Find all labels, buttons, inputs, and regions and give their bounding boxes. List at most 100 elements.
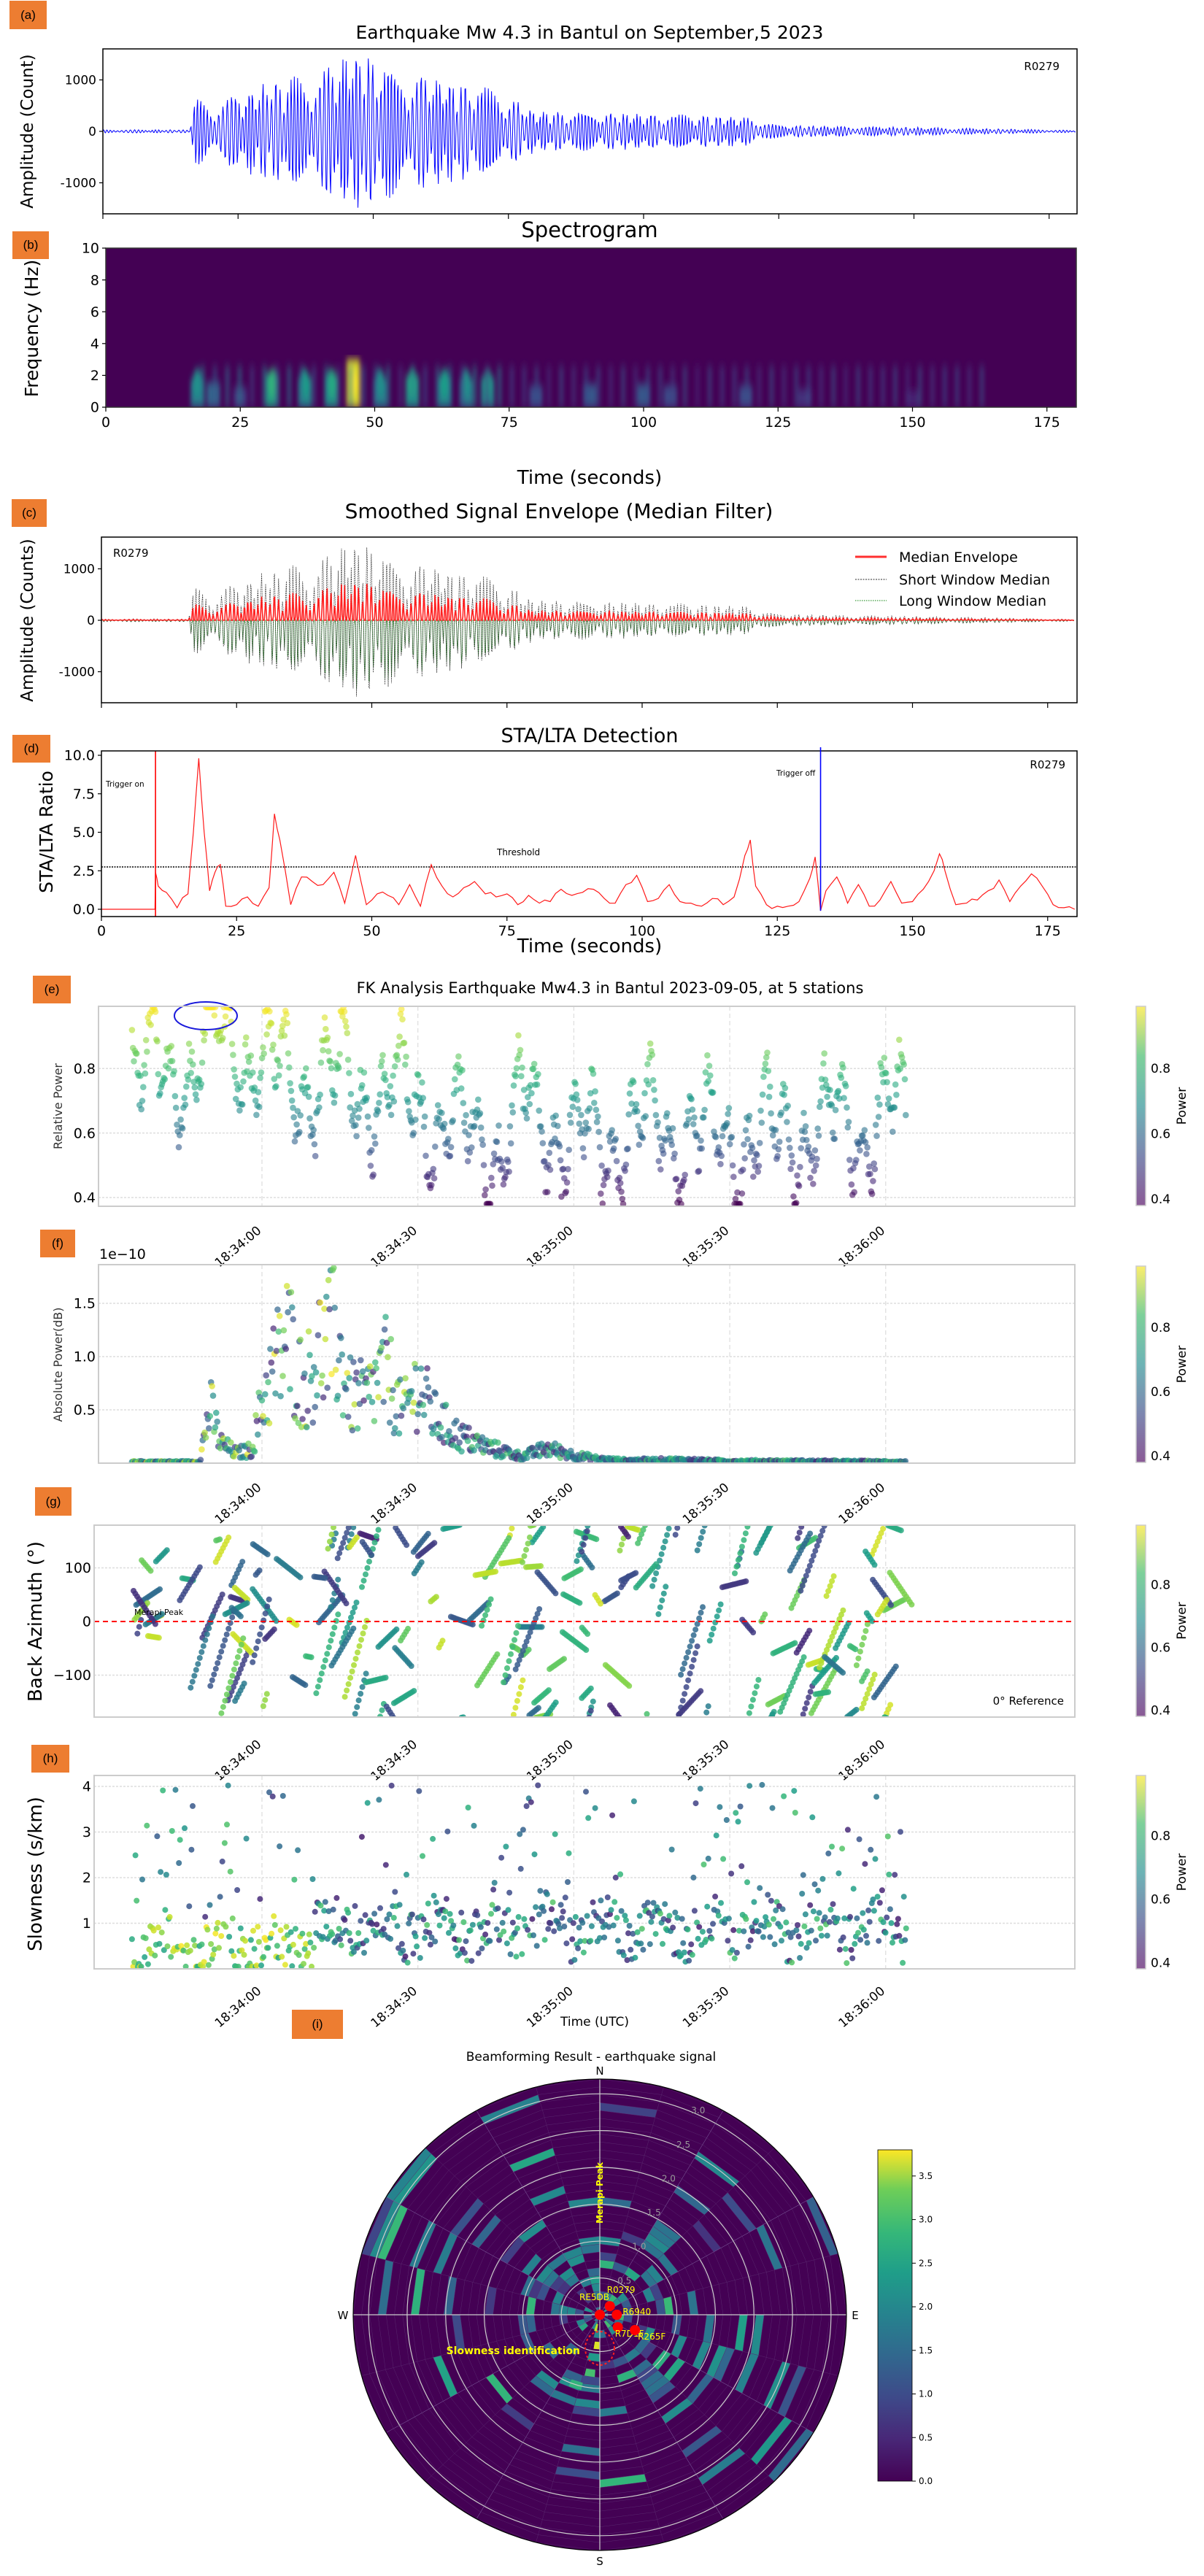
data-point — [841, 1095, 847, 1101]
data-point — [441, 1915, 447, 1921]
data-point — [290, 1941, 296, 1948]
spectrogram-streak — [200, 366, 205, 407]
data-point — [257, 1074, 263, 1081]
data-point — [539, 1903, 546, 1910]
data-point — [482, 1192, 488, 1198]
data-point — [279, 1793, 286, 1799]
panel-h-x-tick-label: 18:34:00 — [212, 1984, 264, 2031]
data-point — [835, 1087, 842, 1095]
data-point — [201, 1959, 207, 1965]
data-point — [539, 1140, 547, 1146]
data-point — [374, 1921, 380, 1928]
data-point — [235, 1963, 242, 1969]
data-point — [778, 1109, 784, 1116]
data-point — [512, 1073, 519, 1080]
data-point — [207, 1902, 213, 1908]
spectrogram-streak — [905, 366, 910, 407]
data-point — [159, 1611, 166, 1617]
data-point — [262, 1611, 269, 1616]
data-point — [154, 1038, 161, 1045]
data-point — [842, 1083, 849, 1090]
panel-g-colorbar-label: Power — [1175, 1602, 1189, 1639]
data-point — [585, 1815, 592, 1821]
data-point — [625, 1111, 632, 1118]
data-point — [694, 1133, 701, 1139]
data-point — [230, 1052, 236, 1058]
data-point — [803, 1136, 810, 1144]
data-point — [870, 1676, 876, 1683]
data-point — [587, 1685, 594, 1692]
data-point — [893, 1092, 900, 1098]
beam-power-cells — [353, 2079, 846, 2550]
data-point — [840, 1607, 846, 1613]
data-point — [177, 1132, 183, 1138]
data-point — [301, 1961, 306, 1967]
data-point — [864, 1691, 871, 1697]
data-point — [200, 1643, 207, 1649]
data-point — [341, 1008, 348, 1015]
data-point — [698, 1609, 704, 1616]
data-point — [386, 1419, 393, 1426]
data-point — [560, 1908, 566, 1915]
data-point — [305, 1328, 312, 1335]
data-point — [765, 1525, 772, 1531]
data-point — [901, 1076, 908, 1083]
data-point — [169, 1828, 175, 1834]
data-point — [393, 1413, 400, 1420]
data-point — [753, 1684, 760, 1690]
data-point — [317, 1902, 324, 1909]
data-point — [673, 1176, 680, 1182]
data-point — [807, 1174, 814, 1181]
sta-lta-ratio-line — [101, 758, 1076, 911]
spectrogram-streak — [707, 366, 712, 407]
data-point — [868, 1190, 876, 1198]
data-point — [530, 1932, 536, 1938]
data-point — [482, 1186, 489, 1193]
data-point — [359, 1584, 365, 1590]
data-point — [743, 1578, 749, 1584]
data-point — [737, 1200, 744, 1206]
data-point — [716, 1607, 722, 1613]
data-point — [652, 1111, 660, 1119]
radial-tick-label: 3.0 — [691, 2105, 705, 2116]
data-point — [810, 1181, 817, 1187]
data-point — [217, 1894, 223, 1900]
data-point — [363, 1379, 371, 1387]
spectrogram-streak — [324, 366, 329, 407]
data-point — [244, 1600, 250, 1606]
data-point — [614, 1590, 620, 1597]
data-point — [247, 1937, 254, 1943]
data-point — [811, 1881, 818, 1888]
data-point — [335, 1611, 341, 1618]
panel-d-ylabel: STA/LTA Ratio — [36, 771, 57, 893]
data-point — [614, 1915, 620, 1921]
data-point — [277, 1927, 284, 1934]
data-point — [352, 1902, 358, 1909]
data-point — [561, 1656, 567, 1662]
data-point — [792, 1200, 800, 1206]
data-point — [397, 1011, 404, 1017]
data-point — [816, 1910, 822, 1916]
data-point — [848, 1181, 855, 1188]
data-point — [506, 1168, 512, 1175]
data-point — [484, 1607, 490, 1613]
spectrogram-streak — [547, 366, 552, 407]
panel-f-offset-label: 1e−10 — [99, 1246, 146, 1262]
data-point — [372, 1359, 379, 1366]
data-point — [202, 1913, 209, 1920]
data-point — [343, 1600, 350, 1607]
data-point — [452, 1435, 459, 1441]
data-point — [331, 1304, 339, 1311]
data-point — [354, 1425, 361, 1432]
data-point — [815, 1133, 822, 1139]
panel-f-x-tick-label: 18:36:00 — [836, 1481, 888, 1527]
panel-f-x-tick-label: 18:34:00 — [212, 1481, 264, 1527]
data-point — [449, 1117, 456, 1124]
data-point — [506, 1123, 514, 1130]
data-point — [366, 1363, 374, 1370]
data-point — [717, 1804, 723, 1810]
data-point — [596, 1144, 603, 1151]
data-point — [464, 1438, 471, 1444]
panel-e-x-tick-label: 18:35:00 — [524, 1224, 576, 1270]
